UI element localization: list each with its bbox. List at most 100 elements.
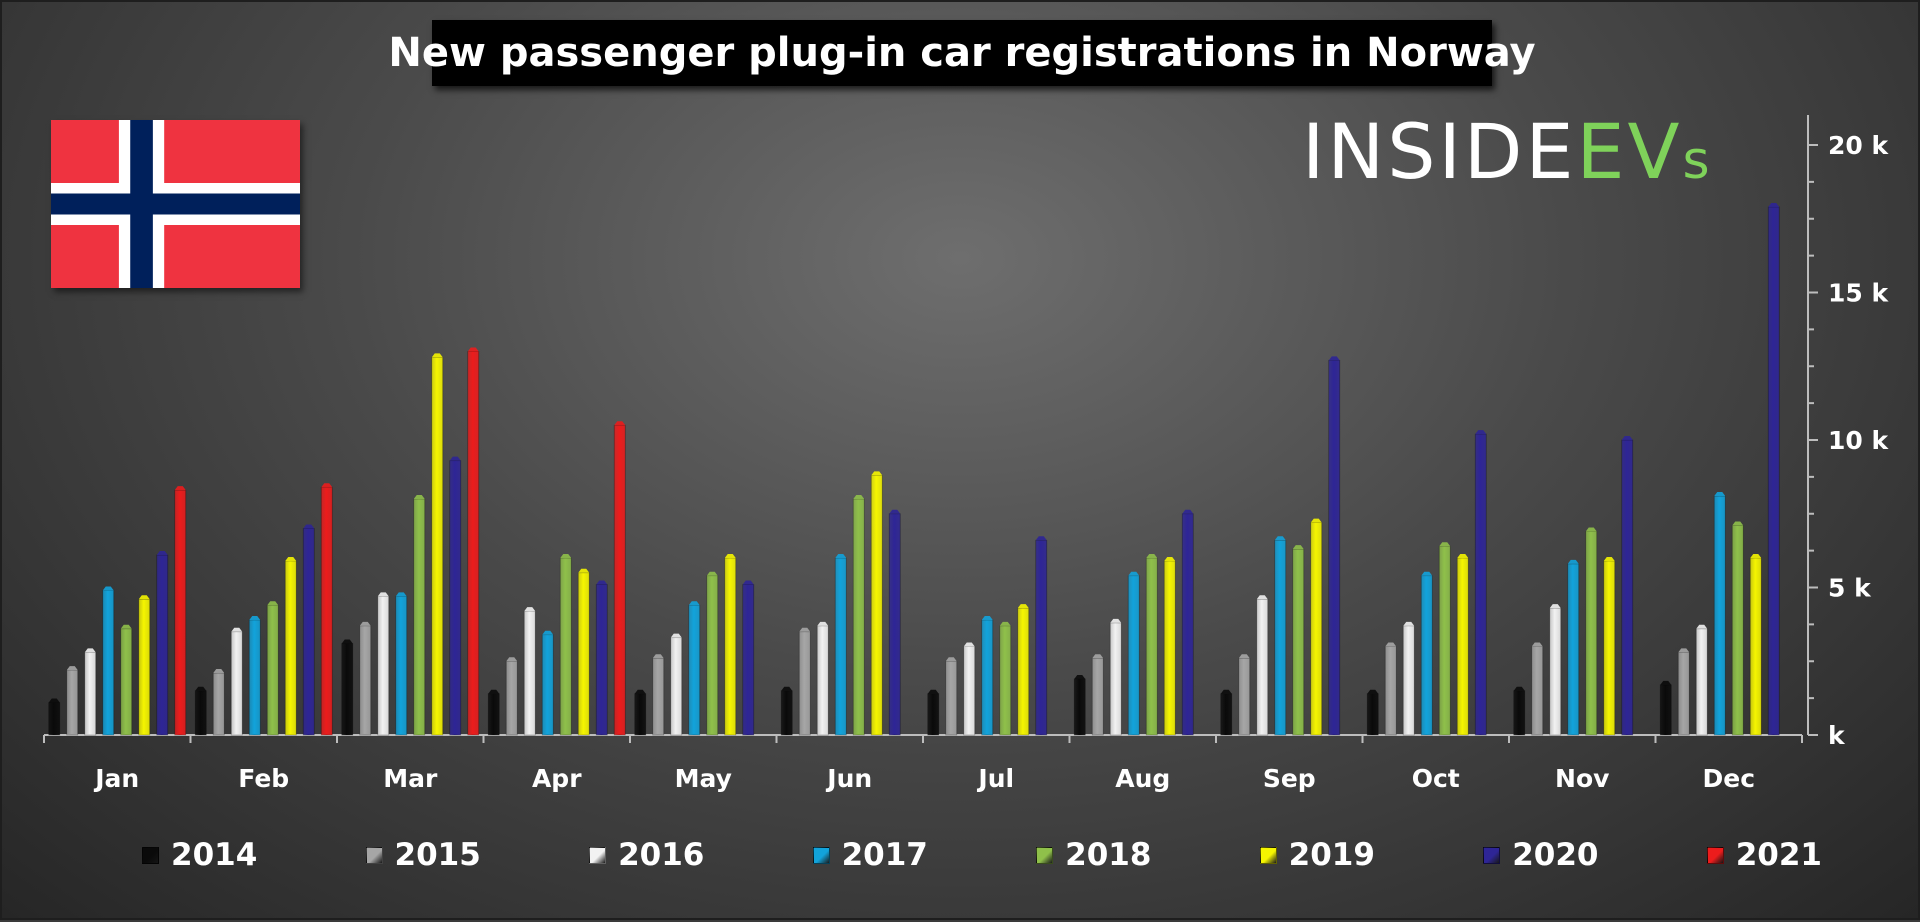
- bar-cap: [781, 686, 793, 691]
- x-tick-label: Jan: [93, 764, 139, 793]
- bar-2016-apr: [523, 610, 536, 736]
- x-tick-label: Mar: [383, 764, 438, 793]
- bar-cap: [1310, 518, 1322, 523]
- bar-cap: [963, 642, 975, 647]
- bar-2017-jul: [981, 619, 994, 736]
- bar-2018-feb: [266, 604, 279, 736]
- bar-2014-jul: [927, 693, 940, 736]
- bar-2016-may: [670, 637, 683, 736]
- bar-cap: [524, 607, 536, 612]
- bar-2017-nov: [1567, 563, 1580, 736]
- bar-2018-mar: [413, 498, 426, 736]
- bar-cap: [1385, 642, 1397, 647]
- bar-2019-mar: [431, 356, 444, 736]
- bar-2018-apr: [559, 557, 572, 736]
- bar-2020-nov: [1621, 439, 1634, 736]
- bar-2017-dec: [1713, 495, 1726, 736]
- y-tick-label: 10 k: [1828, 426, 1889, 455]
- bar-cap: [652, 654, 664, 659]
- bar-2017-feb: [248, 619, 261, 736]
- bar-2015-sep: [1238, 657, 1251, 736]
- bar-2021-mar: [467, 351, 480, 736]
- bar-cap: [48, 698, 60, 703]
- legend-swatch: [812, 846, 830, 864]
- bar-cap: [285, 556, 297, 561]
- bar-cap: [267, 601, 279, 606]
- bar-2018-sep: [1292, 548, 1305, 736]
- bar-cap: [1220, 689, 1232, 694]
- bar-2015-mar: [359, 625, 372, 736]
- bar-2014-aug: [1073, 678, 1086, 736]
- bar-2019-oct: [1456, 557, 1469, 736]
- bar-cap: [578, 568, 590, 573]
- bar-cap: [853, 495, 865, 499]
- bar-cap: [84, 648, 96, 653]
- legend-item: 2017: [812, 837, 928, 873]
- bar-cap: [999, 621, 1011, 626]
- bar-2019-may: [724, 557, 737, 736]
- bar-2015-jul: [945, 660, 958, 736]
- bar-cap: [799, 627, 811, 632]
- legend-label: 2016: [618, 837, 705, 873]
- bar-cap: [1128, 571, 1140, 576]
- bar-2016-feb: [230, 631, 243, 736]
- bar-2016-jun: [816, 625, 829, 736]
- legend-label: 2019: [1288, 837, 1375, 873]
- legend-label: 2020: [1512, 837, 1599, 873]
- bar-cap: [889, 509, 901, 514]
- legend-item: 2021: [1706, 837, 1822, 873]
- bar-cap: [1367, 689, 1379, 694]
- x-tick-label: Oct: [1412, 764, 1460, 793]
- legend-item: 2019: [1259, 837, 1375, 873]
- bar-cap: [359, 621, 371, 626]
- chart-title: New passenger plug-in car registrations …: [388, 30, 1536, 76]
- legend-item: 2018: [1036, 837, 1151, 873]
- bar-cap: [817, 621, 829, 626]
- bar-2014-jun: [780, 690, 793, 736]
- bar-2020-mar: [449, 460, 462, 736]
- bar-2020-jun: [888, 513, 901, 736]
- legend-swatch: [142, 846, 159, 864]
- bar-cap: [1238, 654, 1250, 659]
- bar-cap: [213, 669, 225, 674]
- bar-cap: [102, 586, 114, 591]
- bar-2018-may: [706, 575, 719, 736]
- legend-swatch: [1706, 846, 1724, 864]
- bar-2019-dec: [1749, 557, 1762, 736]
- legend-label: 2015: [394, 837, 481, 873]
- bar-cap: [1750, 554, 1762, 558]
- logo-text-suffix: s: [1682, 131, 1713, 191]
- legend-swatch: [365, 846, 383, 864]
- legend-item: 2016: [589, 837, 704, 873]
- bar-2019-jan: [138, 598, 151, 736]
- legend: 2014 2015 2016 2017 2018 2019 2020 2021: [142, 832, 1822, 878]
- bar-2021-apr: [613, 424, 626, 736]
- legend-item: 2014: [142, 837, 257, 873]
- bar-cap: [1403, 621, 1415, 626]
- bar-2019-aug: [1163, 560, 1176, 736]
- bar-cap: [835, 554, 847, 558]
- legend-swatch: [589, 846, 607, 864]
- bar-cap: [1274, 536, 1286, 541]
- bar-2017-oct: [1420, 575, 1433, 736]
- bar-2020-jan: [156, 554, 169, 736]
- chart-title-box: New passenger plug-in car registrations …: [388, 20, 1536, 86]
- legend-swatch: [1036, 846, 1054, 864]
- bar-2018-jun: [852, 498, 865, 736]
- x-tick-label: Aug: [1115, 764, 1170, 793]
- bar-cap: [1035, 536, 1047, 541]
- bar-2020-dec: [1767, 206, 1780, 736]
- bar-2015-oct: [1384, 646, 1397, 736]
- bar-2017-aug: [1127, 575, 1140, 736]
- bar-2016-jan: [84, 652, 97, 736]
- legend-label: 2017: [841, 837, 928, 873]
- bar-2017-may: [688, 604, 701, 736]
- bar-2016-oct: [1402, 625, 1415, 736]
- bar-2018-jul: [999, 625, 1012, 736]
- bar-cap: [506, 657, 518, 662]
- bar-2014-may: [634, 693, 647, 736]
- bar-cap: [596, 580, 608, 585]
- bar-2020-oct: [1474, 433, 1487, 736]
- x-tick-label: Dec: [1702, 764, 1755, 793]
